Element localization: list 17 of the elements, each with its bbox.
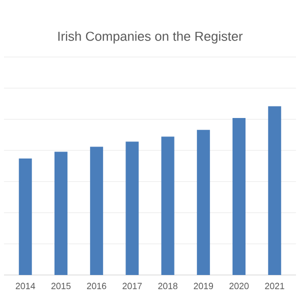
x-tick-label: 2021 [265, 282, 284, 290]
bar [268, 106, 282, 275]
bar [54, 152, 68, 275]
bar [161, 136, 174, 275]
bar [232, 118, 246, 275]
x-tick-label: 2019 [194, 282, 213, 290]
bar [90, 146, 104, 275]
x-tick-label: 2018 [158, 282, 178, 290]
chart-title: Irish Companies on the Register [58, 31, 243, 44]
x-tick-label: 2014 [16, 282, 36, 290]
bar [18, 158, 32, 275]
bar [126, 142, 139, 275]
bar [196, 130, 210, 275]
x-tick-label: 2017 [122, 282, 142, 290]
x-tick-label: 2020 [229, 282, 249, 290]
x-tick-label: 2016 [87, 282, 106, 290]
x-tick-label: 2015 [51, 282, 71, 290]
